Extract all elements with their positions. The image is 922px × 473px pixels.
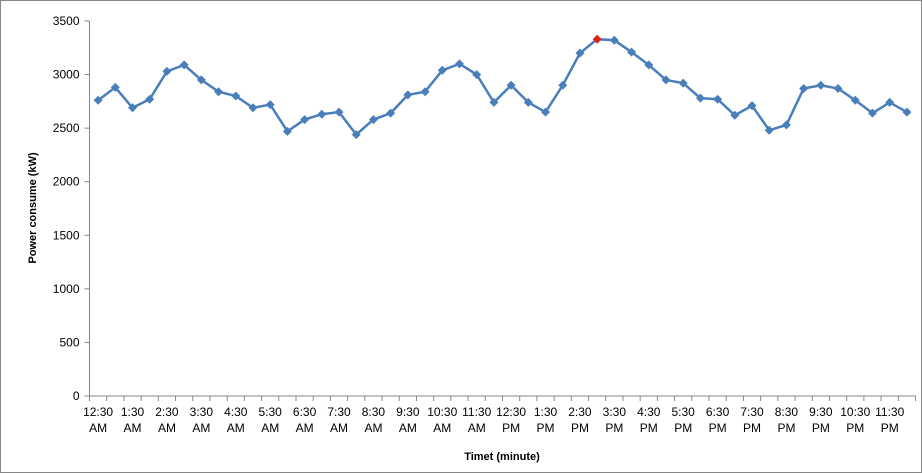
data-point [558, 80, 568, 90]
y-tick-label: 2000 [53, 175, 80, 189]
y-tick-label: 1000 [53, 282, 80, 296]
data-point [902, 107, 912, 117]
data-point [850, 95, 860, 105]
data-point [334, 107, 344, 117]
x-axis-label: Timet (minute) [464, 451, 540, 463]
data-point [695, 93, 705, 103]
x-tick-label: 7:30 AM [327, 405, 351, 435]
data-point [248, 103, 258, 113]
x-tick-label: 10:30 PM [840, 405, 870, 435]
data-point [437, 65, 447, 75]
data-point [110, 82, 120, 92]
data-point [386, 108, 396, 118]
x-tick-label: 3:30 AM [190, 405, 214, 435]
data-point [627, 47, 637, 57]
data-point [609, 35, 619, 45]
data-point [506, 80, 516, 90]
data-point [541, 107, 551, 117]
x-tick-label: 11:30 PM [875, 405, 904, 435]
x-tick-label: 7:30 PM [740, 405, 764, 435]
data-point [747, 101, 757, 111]
data-point [265, 100, 275, 110]
x-tick-label: 1:30 AM [121, 405, 145, 435]
data-point [128, 103, 138, 113]
x-tick-label: 8:30 AM [362, 405, 386, 435]
x-tick-label: 10:30 AM [427, 405, 457, 435]
x-tick-label: 12:30 AM [83, 405, 113, 435]
data-point [282, 126, 292, 136]
data-point [781, 120, 791, 130]
x-tick-label: 4:30 AM [224, 405, 248, 435]
data-point [196, 75, 206, 85]
y-tick-label: 1500 [53, 228, 80, 242]
y-tick-label: 2500 [53, 121, 80, 135]
x-tick-label: 5:30 AM [259, 405, 283, 435]
y-tick-label: 3500 [53, 14, 80, 28]
data-point [885, 97, 895, 107]
data-point [231, 91, 241, 101]
y-axis-label: Power consume (kW) [27, 152, 39, 264]
x-tick-label: 6:30 AM [293, 405, 317, 435]
y-tick-label: 0 [73, 389, 80, 403]
data-point [145, 94, 155, 104]
data-point [575, 48, 585, 58]
data-point [661, 75, 671, 85]
data-point [867, 108, 877, 118]
x-tick-label: 11:30 AM [462, 405, 491, 435]
data-point [420, 87, 430, 97]
data-point [368, 115, 378, 125]
x-tick-label: 1:30 PM [534, 405, 558, 435]
data-point [713, 94, 723, 104]
data-point [351, 130, 361, 140]
x-tick-label: 4:30 PM [637, 405, 661, 435]
x-tick-label: 6:30 PM [706, 405, 730, 435]
y-tick-label: 500 [59, 335, 79, 349]
data-point [678, 78, 688, 88]
data-point [833, 84, 843, 93]
data-point [816, 80, 826, 90]
x-tick-label: 3:30 PM [603, 405, 627, 435]
data-point [214, 87, 224, 97]
data-point [93, 95, 103, 105]
x-tick-label: 8:30 PM [775, 405, 799, 435]
x-tick-label: 9:30 PM [809, 405, 833, 435]
y-tick-label: 3000 [53, 68, 80, 82]
data-point [317, 109, 327, 119]
data-point [592, 34, 602, 44]
data-point [523, 97, 533, 107]
x-tick-label: 12:30 PM [496, 405, 526, 435]
data-point [300, 115, 310, 125]
x-tick-label: 9:30 AM [396, 405, 420, 435]
data-point [764, 125, 774, 135]
x-tick-label: 2:30 PM [568, 405, 592, 435]
data-point [454, 59, 464, 69]
data-point [644, 60, 654, 70]
x-tick-label: 5:30 PM [672, 405, 696, 435]
data-point [403, 90, 413, 100]
data-point [730, 110, 740, 120]
data-point [799, 84, 809, 93]
data-point [489, 97, 499, 107]
data-point [179, 60, 189, 70]
data-point [162, 66, 172, 76]
x-tick-label: 2:30 AM [155, 405, 179, 435]
data-point [472, 70, 482, 80]
